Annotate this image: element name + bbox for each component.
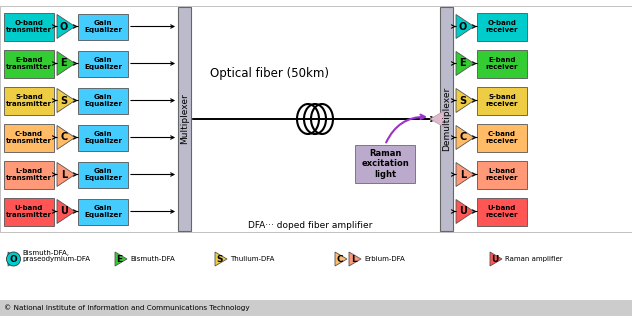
Polygon shape bbox=[430, 111, 444, 127]
Text: Gain
Equalizer: Gain Equalizer bbox=[84, 57, 122, 70]
Polygon shape bbox=[335, 252, 347, 266]
Polygon shape bbox=[8, 252, 19, 266]
Bar bbox=[0, 6, 632, 232]
Text: Raman
excitation
light: Raman excitation light bbox=[361, 149, 409, 179]
Text: O: O bbox=[59, 22, 68, 31]
Bar bbox=[78, 88, 128, 114]
Polygon shape bbox=[456, 126, 474, 150]
Polygon shape bbox=[57, 199, 75, 223]
Text: Optical fiber (50km): Optical fiber (50km) bbox=[210, 67, 329, 81]
Bar bbox=[477, 160, 527, 188]
Text: S-band
receiver: S-band receiver bbox=[486, 94, 518, 107]
Text: DFA··· doped fiber amplifier: DFA··· doped fiber amplifier bbox=[248, 221, 372, 230]
Text: Gain
Equalizer: Gain Equalizer bbox=[84, 131, 122, 144]
Text: Bismuth-DFA,
praseodymium-DFA: Bismuth-DFA, praseodymium-DFA bbox=[22, 249, 90, 263]
Text: S: S bbox=[459, 96, 466, 106]
Circle shape bbox=[6, 252, 20, 266]
Bar bbox=[78, 50, 128, 76]
Text: Demultiplexer: Demultiplexer bbox=[442, 87, 451, 151]
Text: Gain
Equalizer: Gain Equalizer bbox=[84, 94, 122, 107]
Bar bbox=[4, 124, 54, 152]
Text: U: U bbox=[459, 206, 467, 216]
Polygon shape bbox=[115, 252, 127, 266]
Polygon shape bbox=[456, 199, 474, 223]
Bar bbox=[4, 160, 54, 188]
Bar bbox=[78, 198, 128, 224]
Text: U: U bbox=[60, 206, 68, 216]
Bar bbox=[477, 124, 527, 152]
Text: E: E bbox=[61, 58, 67, 68]
Text: Raman amplifier: Raman amplifier bbox=[505, 256, 562, 262]
Text: O: O bbox=[459, 22, 467, 31]
Text: S: S bbox=[60, 96, 68, 106]
Text: Bismuth-DFA: Bismuth-DFA bbox=[130, 256, 175, 262]
Bar bbox=[0, 300, 632, 316]
Text: L: L bbox=[351, 255, 356, 264]
Bar bbox=[78, 125, 128, 151]
Polygon shape bbox=[57, 126, 75, 150]
Text: L: L bbox=[459, 169, 466, 179]
Bar bbox=[4, 197, 54, 225]
Text: Erbium-DFA: Erbium-DFA bbox=[364, 256, 404, 262]
Bar bbox=[477, 13, 527, 40]
Text: © National Institute of Information and Communications Technology: © National Institute of Information and … bbox=[4, 305, 250, 311]
Text: S-band
transmitter: S-band transmitter bbox=[6, 94, 52, 107]
Text: Thulium-DFA: Thulium-DFA bbox=[230, 256, 274, 262]
Bar bbox=[4, 49, 54, 77]
Text: L-band
receiver: L-band receiver bbox=[486, 168, 518, 181]
Bar bbox=[477, 86, 527, 115]
Text: U-band
receiver: U-band receiver bbox=[486, 205, 518, 218]
Text: C-band
transmitter: C-band transmitter bbox=[6, 131, 52, 144]
Polygon shape bbox=[456, 14, 474, 39]
Polygon shape bbox=[57, 89, 75, 112]
Bar bbox=[355, 145, 415, 183]
Text: O: O bbox=[9, 255, 16, 264]
Text: O-band
receiver: O-band receiver bbox=[486, 20, 518, 33]
Text: U: U bbox=[491, 255, 498, 264]
Bar bbox=[477, 49, 527, 77]
Text: L: L bbox=[61, 169, 67, 179]
Text: E: E bbox=[116, 255, 123, 264]
Text: C: C bbox=[459, 133, 466, 143]
Text: E-band
transmitter: E-band transmitter bbox=[6, 57, 52, 70]
Bar bbox=[477, 197, 527, 225]
Polygon shape bbox=[215, 252, 227, 266]
Text: O-band
transmitter: O-band transmitter bbox=[6, 20, 52, 33]
Polygon shape bbox=[349, 252, 361, 266]
Text: O: O bbox=[9, 255, 17, 264]
Text: Gain
Equalizer: Gain Equalizer bbox=[84, 205, 122, 218]
Bar bbox=[4, 13, 54, 40]
Text: Gain
Equalizer: Gain Equalizer bbox=[84, 20, 122, 33]
Text: L-band
transmitter: L-band transmitter bbox=[6, 168, 52, 181]
Bar bbox=[440, 7, 453, 231]
Polygon shape bbox=[57, 14, 75, 39]
Text: C-band
receiver: C-band receiver bbox=[486, 131, 518, 144]
Polygon shape bbox=[57, 51, 75, 75]
Text: E-band
receiver: E-band receiver bbox=[486, 57, 518, 70]
Polygon shape bbox=[456, 51, 474, 75]
Text: E: E bbox=[459, 58, 466, 68]
Text: C: C bbox=[336, 255, 343, 264]
Bar bbox=[178, 7, 191, 231]
Polygon shape bbox=[490, 252, 502, 266]
Text: Gain
Equalizer: Gain Equalizer bbox=[84, 168, 122, 181]
Polygon shape bbox=[456, 162, 474, 187]
Text: S: S bbox=[216, 255, 223, 264]
Polygon shape bbox=[456, 89, 474, 112]
Bar bbox=[4, 86, 54, 115]
Text: Multiplexer: Multiplexer bbox=[180, 94, 189, 144]
Bar bbox=[78, 13, 128, 39]
Polygon shape bbox=[57, 162, 75, 187]
Bar bbox=[78, 161, 128, 187]
Text: C: C bbox=[60, 133, 68, 143]
Text: U-band
transmitter: U-band transmitter bbox=[6, 205, 52, 218]
